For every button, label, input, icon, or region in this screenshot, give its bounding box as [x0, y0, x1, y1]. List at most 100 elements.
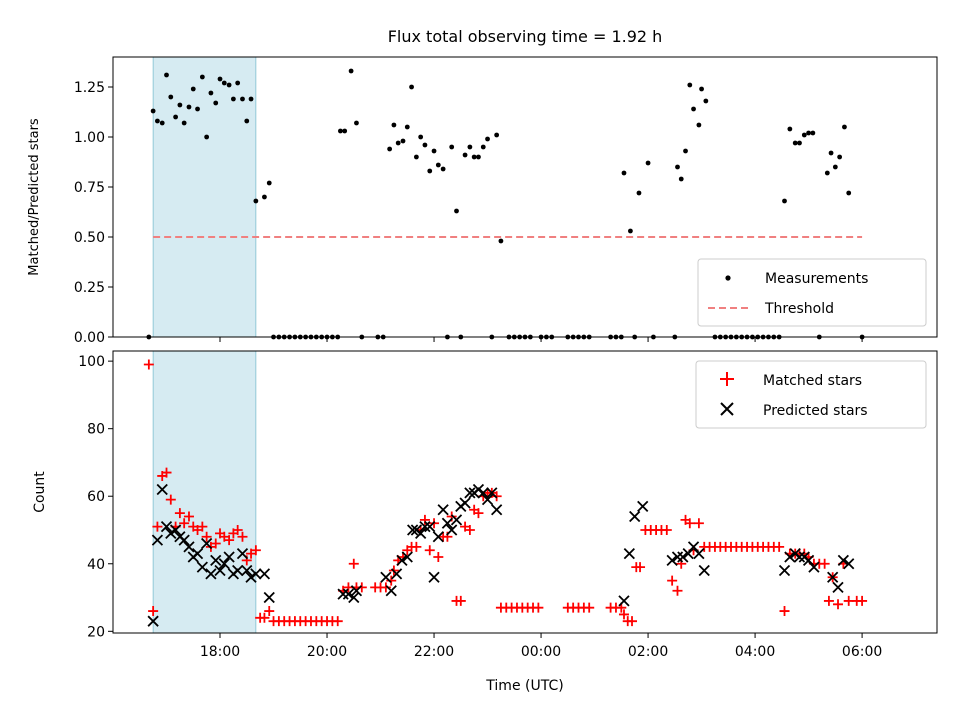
x-tick-label: 22:00 [414, 644, 454, 660]
measurement-point [186, 104, 192, 110]
matched-point [661, 524, 672, 535]
predicted-point [618, 595, 630, 607]
matched-point [264, 606, 275, 617]
legend-measurements-marker [725, 275, 731, 281]
measurement-point [440, 166, 446, 172]
predicted-point [156, 483, 168, 496]
measurement-point [696, 122, 702, 128]
predicted-point [406, 524, 419, 536]
matched-point [618, 609, 629, 620]
measurement-point [498, 238, 504, 244]
matched-point [386, 575, 397, 586]
matched-point [143, 359, 154, 370]
predicted-point [236, 547, 249, 560]
legend-matched-label: Matched stars [763, 373, 862, 389]
predicted-point [832, 581, 844, 594]
measurement-point [253, 198, 259, 204]
matched-point [161, 467, 172, 478]
legend-threshold-label: Threshold [764, 301, 834, 317]
x-tick-label: 06:00 [842, 644, 882, 660]
predicted-point [390, 568, 403, 580]
predicted-point [441, 517, 454, 529]
predicted-point [666, 554, 678, 567]
measurement-point [235, 80, 241, 86]
predicted-point [843, 558, 855, 570]
predicted-point [623, 547, 635, 560]
predicted-point [147, 615, 159, 627]
predicted-point [486, 487, 498, 499]
y-tick-label: 20 [87, 624, 105, 640]
measurement-point [404, 124, 410, 130]
measurement-point [400, 138, 406, 144]
predicted-point [837, 554, 850, 567]
matched-point [774, 541, 785, 552]
legend-box [695, 360, 927, 429]
measurement-point [221, 80, 227, 86]
predicted-point [385, 585, 397, 597]
predicted-point [169, 524, 182, 536]
predicted-point [671, 551, 684, 563]
measurement-point [628, 228, 633, 234]
predicted-point [415, 527, 427, 540]
matched-point [779, 606, 790, 617]
measurement-point [797, 140, 802, 146]
predicted-point [380, 571, 392, 583]
matched-point [635, 562, 646, 573]
predicted-point [472, 483, 485, 496]
matched-point [672, 585, 683, 596]
measurement-point [213, 100, 219, 106]
y-axis-label: Count [32, 471, 48, 513]
matched-point [210, 538, 221, 549]
matched-point [148, 606, 159, 617]
ratio-panel: 0.00 0.25 0.50 0.75 1.00 1.25 Flux total obse… [27, 27, 938, 346]
x-tick-label: 00:00 [521, 644, 561, 660]
matched-point [332, 616, 343, 627]
data-layer [143, 359, 868, 627]
predicted-point [682, 547, 694, 560]
measurement-point [208, 90, 214, 96]
matched-point [857, 595, 868, 606]
measurement-point [691, 106, 696, 112]
y-tick-label: 60 [87, 489, 105, 505]
predicted-point [151, 534, 164, 546]
measurement-point [480, 144, 486, 150]
predicted-point [396, 554, 408, 567]
measurement-point [391, 122, 397, 128]
predicted-point [432, 531, 444, 543]
predicted-point [245, 571, 257, 583]
predicted-point [424, 520, 436, 533]
y-tick-label: 80 [87, 422, 105, 438]
predicted-point [419, 520, 431, 533]
predicted-point [160, 520, 173, 533]
predicted-point [450, 514, 463, 526]
predicted-point [241, 564, 253, 577]
matched-point [584, 602, 595, 613]
predicted-point [464, 487, 476, 499]
series-predicted-stars [147, 483, 855, 627]
measurement-point [467, 144, 473, 150]
predicted-point [459, 497, 471, 509]
measurement-point [801, 132, 807, 138]
matched-point [380, 582, 391, 593]
measurement-point [248, 96, 254, 102]
measurement-point [342, 128, 348, 134]
predicted-point [337, 588, 349, 600]
y-tick-label: 100 [78, 354, 105, 370]
measurement-point [164, 72, 169, 78]
matched-point [232, 524, 243, 535]
measurement-point [240, 96, 245, 102]
predicted-point [196, 561, 208, 573]
measurement-point [173, 114, 179, 120]
y-tick-label: 0.50 [74, 230, 105, 246]
measurement-point [262, 194, 267, 200]
matched-point [183, 511, 194, 522]
predicted-point [677, 551, 689, 563]
x-tick-label: 18:00 [200, 644, 240, 660]
y-tick-label: 0.00 [74, 330, 105, 346]
matched-point [224, 535, 235, 546]
tick-layer: 0.00 0.25 0.50 0.75 1.00 1.25 [74, 80, 863, 346]
measurement-point [150, 108, 156, 114]
measurement-point [471, 154, 477, 160]
matched-point [411, 541, 422, 552]
